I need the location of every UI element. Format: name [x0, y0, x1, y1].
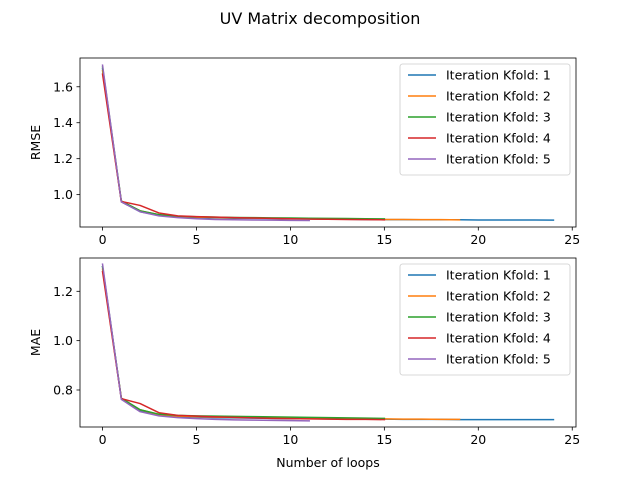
subplot-1-legend-box	[399, 63, 571, 176]
subplot-1-y-tick-label: 1.2	[53, 151, 73, 166]
subplot-1-x-tick-label: 0	[99, 232, 107, 247]
subplot-2-x-tick-label: 15	[376, 432, 392, 447]
subplot-2-x-tick-label: 5	[193, 432, 201, 447]
subplot-2-x-tick-label: 25	[564, 432, 580, 447]
subplot-2-y-tick-label: 1.0	[53, 333, 73, 348]
subplot-2-series-group	[101, 263, 555, 422]
rmse-subplot: 0 5 10 15 20 25 1.0 1.2 1.4 1.6 RMSE Iteration Kfol…	[28, 57, 580, 247]
subplot-1-legend-label: Iteration Kfold: 3	[446, 110, 551, 125]
subplot-1-x-tick-label: 5	[193, 232, 201, 247]
subplot-2-series-line-kfold-3	[101, 265, 386, 420]
subplot-1-series-line-kfold-4	[101, 73, 386, 221]
subplot-1-x-tick-label: 20	[470, 232, 486, 247]
subplot-2-x-axis-title: Number of loops	[276, 455, 379, 470]
subplot-2-series-line-kfold-4	[101, 270, 386, 421]
subplot-1-x-tick-label: 15	[376, 232, 392, 247]
subplot-2-legend: Iteration Kfold: 1 Iteration Kfold: 2 Iter…	[399, 263, 571, 376]
subplot-2-legend-box	[399, 263, 571, 376]
subplot-1-y-axis-title: RMSE	[28, 125, 43, 160]
figure-title: UV Matrix decomposition	[220, 9, 421, 28]
mae-subplot: 0 5 10 15 20 25 0.8 1.0 1.2 MAE Number of loops Ite…	[28, 257, 580, 470]
subplot-1-series-group	[101, 64, 555, 222]
subplot-1-series-line-kfold-5	[101, 64, 310, 222]
subplot-1-series-line-kfold-3	[101, 66, 386, 220]
subplot-1-y-tick-label: 1.6	[53, 79, 73, 94]
subplot-1-y-tick-label: 1.0	[53, 187, 73, 202]
subplot-1-legend-label: Iteration Kfold: 2	[446, 89, 551, 104]
subplot-2-x-tick-label: 0	[99, 432, 107, 447]
subplot-2-x-tick-label: 10	[282, 432, 298, 447]
subplot-2-y-axis-title: MAE	[28, 329, 43, 356]
subplot-2-x-tick-label: 20	[470, 432, 486, 447]
subplot-1-y-tick-label: 1.4	[53, 115, 73, 130]
subplot-1-x-tick-label: 25	[564, 232, 580, 247]
subplot-2-legend-label: Iteration Kfold: 5	[446, 352, 551, 367]
subplot-1-legend: Iteration Kfold: 1 Iteration Kfold: 2 Iter…	[399, 63, 571, 176]
subplot-2-legend-label: Iteration Kfold: 4	[446, 331, 551, 346]
subplot-1-legend-label: Iteration Kfold: 4	[446, 131, 551, 146]
subplot-2-legend-label: Iteration Kfold: 2	[446, 289, 551, 304]
subplot-1-legend-label: Iteration Kfold: 5	[446, 152, 551, 167]
subplot-1-legend-label: Iteration Kfold: 1	[446, 68, 551, 83]
subplot-1-x-tick-label: 10	[282, 232, 298, 247]
subplot-2-y-tick-label: 1.2	[53, 284, 73, 299]
subplot-2-legend-label: Iteration Kfold: 1	[446, 268, 551, 283]
subplot-2-y-tick-label: 0.8	[53, 382, 73, 397]
subplot-2-axes-frame	[79, 257, 577, 428]
subplot-1-axes-frame	[79, 57, 577, 228]
subplot-2-series-line-kfold-5	[101, 263, 310, 422]
subplot-2-legend-label: Iteration Kfold: 3	[446, 310, 551, 325]
